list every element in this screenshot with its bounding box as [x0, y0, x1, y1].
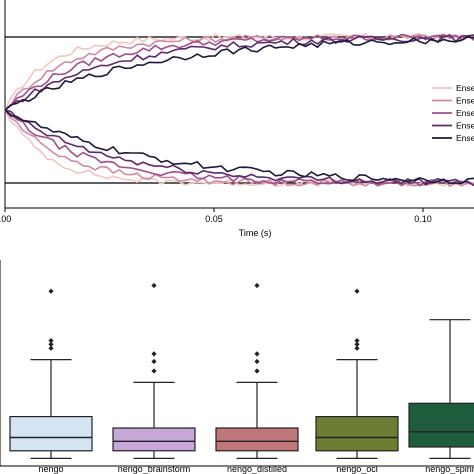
legend-label-3: Ense	[456, 121, 474, 131]
box-3-outlier-1	[354, 341, 360, 347]
box-3-outlier-0	[354, 345, 360, 351]
box-3: nengo_ocl	[315, 288, 399, 474]
box-category-label-1: nengo_brainstorm	[118, 464, 191, 474]
series-3-upper-line	[4, 34, 474, 111]
box-3-outlier-3	[354, 288, 360, 294]
box-1-outlier-1	[151, 358, 157, 365]
box-2: nengo_distilled	[215, 282, 299, 474]
box-1-outlier-3	[151, 282, 157, 289]
box-1-outlier-0	[151, 368, 157, 374]
box-2-outlier-0	[254, 368, 260, 374]
box-0-outlier-2	[48, 338, 54, 344]
legend-label-1: Ense	[456, 96, 474, 106]
x-tick-label-1: 0.05	[205, 214, 223, 224]
box-chart-panel: nengo nengo_brainstorm nengo_distilled neng…	[0, 260, 474, 474]
box-category-label-3: nengo_ocl	[336, 464, 378, 474]
box-3-outlier-2	[354, 338, 360, 344]
x-tick-label-2: 0.10	[414, 214, 432, 224]
box-3-body	[315, 416, 399, 452]
series-2-upper-line	[4, 33, 474, 111]
box-1-body	[112, 427, 196, 452]
box-0: nengo	[9, 288, 93, 474]
series-4-upper-line	[4, 36, 474, 111]
x-tick-label-0: .00	[0, 214, 11, 224]
box-category-label-0: nengo	[38, 464, 63, 474]
series-0-lower-line	[4, 109, 474, 187]
boxes-group: nengo nengo_brainstorm nengo_distilled neng…	[9, 282, 474, 474]
box-0-outlier-0	[48, 345, 54, 351]
x-ticks: .00 0.05 0.10	[0, 208, 432, 224]
legend-label-0: Ense	[456, 83, 474, 93]
legend-label-2: Ense	[456, 108, 474, 118]
series-3-lower-line	[4, 109, 474, 187]
box-2-outlier-1	[254, 358, 260, 365]
line-chart-panel: .000.050.10 Time (s) EnseEnseEnseEnseEns…	[0, 0, 474, 238]
legend-label-4: Ense	[456, 133, 474, 143]
box-4-body	[408, 402, 474, 448]
x-axis-title: Time (s)	[239, 228, 272, 238]
line-series-group	[4, 32, 474, 188]
series-0-upper-line	[4, 32, 474, 111]
box-category-label-4: nengo_spinr	[425, 464, 474, 474]
series-4-lower-line	[4, 109, 474, 185]
box-0-outlier-3	[48, 288, 54, 294]
legend-box	[424, 80, 474, 142]
box-0-outlier-1	[48, 341, 54, 347]
legend: Ense Ense Ense Ense Ense	[424, 80, 474, 143]
box-1: nengo_brainstorm	[112, 282, 196, 474]
series-1-upper-line	[4, 33, 474, 111]
box-1-outlier-2	[151, 351, 157, 357]
box-category-label-2: nengo_distilled	[227, 464, 287, 474]
series-2-lower-line	[4, 109, 474, 187]
box-4: nengo_spinr	[408, 319, 474, 474]
box-2-outlier-2	[254, 351, 260, 357]
box-2-outlier-3	[254, 282, 260, 289]
series-1-lower-line	[4, 109, 474, 188]
box-2-body	[215, 427, 299, 452]
box-0-body	[9, 416, 93, 452]
